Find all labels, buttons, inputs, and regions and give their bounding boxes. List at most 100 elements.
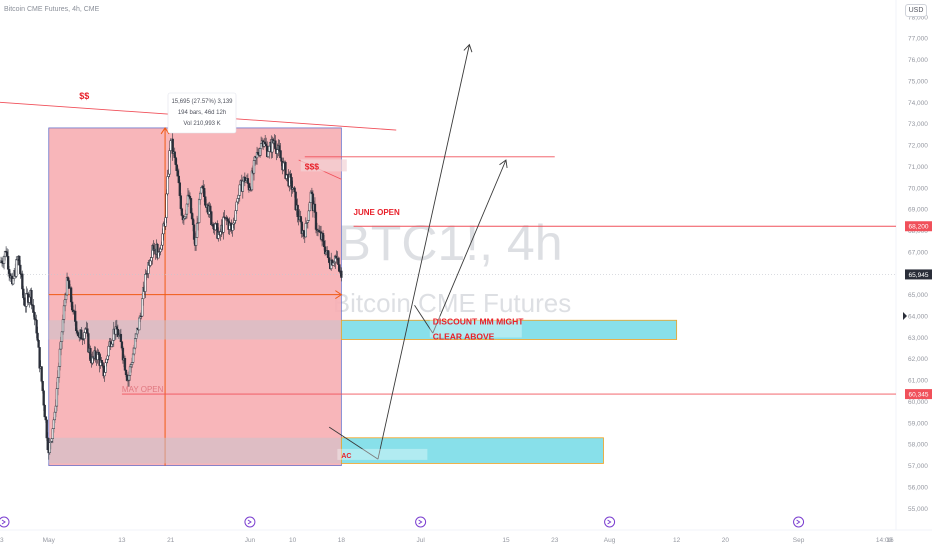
candle-body	[69, 287, 73, 303]
candle-body	[18, 255, 21, 266]
price-label: 68,200	[909, 224, 929, 231]
candle-body	[59, 341, 63, 350]
candle-body	[252, 160, 256, 174]
candle-body	[43, 404, 46, 418]
candle-body	[138, 317, 141, 331]
candle-body	[25, 293, 28, 307]
candle-body	[231, 223, 234, 231]
price-label: 65,945	[909, 272, 929, 279]
x-tick-label: 21	[167, 537, 175, 544]
y-tick-label: 72,000	[908, 143, 928, 150]
y-tick-label: 69,000	[908, 207, 928, 214]
candle-body	[123, 357, 127, 371]
candle-body	[51, 428, 54, 439]
measure-arrowhead	[335, 290, 343, 300]
candle-body	[210, 211, 213, 225]
candle-body	[314, 212, 318, 230]
currency-button[interactable]: USD	[905, 4, 927, 17]
candle-body	[195, 222, 199, 238]
candle-body	[40, 366, 43, 382]
candle-body	[127, 375, 131, 381]
y-tick-label: 65,000	[908, 292, 928, 299]
candle-body	[180, 208, 184, 216]
event-icon-glyph	[247, 519, 252, 525]
candle-body	[282, 162, 285, 171]
level-label: JUNE OPEN	[354, 208, 400, 217]
candle-body	[188, 196, 192, 199]
event-markers	[0, 516, 805, 528]
measure-tooltip-line: 15,695 (27.57%) 3,139	[171, 99, 233, 105]
candle-body	[219, 231, 222, 236]
projection-line	[377, 44, 470, 460]
candle-body	[52, 419, 55, 429]
candle-body	[83, 332, 86, 339]
annotation-text: $$$	[305, 161, 319, 171]
candle-body	[62, 305, 66, 320]
y-tick-label: 64,000	[908, 313, 928, 320]
candle-body	[61, 319, 65, 333]
fvg-box	[340, 319, 678, 340]
candle-body	[74, 310, 77, 322]
candle-body	[75, 321, 78, 331]
candle-body	[76, 330, 79, 333]
y-tick-label: 78,000	[908, 14, 928, 21]
candle-body	[2, 256, 6, 264]
event-icon	[0, 516, 10, 528]
overlap-band	[48, 437, 342, 464]
candle-body	[55, 388, 59, 407]
candle-body	[77, 332, 80, 336]
candle-body	[80, 329, 83, 339]
x-tick-label: 15	[502, 537, 510, 544]
candle-body	[159, 248, 162, 252]
candle-body	[174, 157, 177, 166]
candle-body	[70, 301, 74, 311]
watermark: BTC1!, 4h Bitcoin CME Futures	[333, 215, 571, 318]
candle-body	[209, 205, 212, 212]
candle-body	[259, 143, 263, 149]
candle-body	[264, 141, 267, 145]
candle-body	[226, 218, 229, 222]
x-tick-label: 14:00	[876, 537, 893, 544]
candle-body	[45, 419, 48, 439]
chart-title: Bitcoin CME Futures, 4h, CME	[4, 6, 100, 13]
y-tick-label: 68,000	[908, 228, 928, 235]
scroll-indicator	[903, 311, 907, 320]
candle-body	[229, 222, 232, 226]
candle-body	[167, 173, 170, 177]
candle-body	[306, 220, 309, 223]
candle-body	[12, 278, 15, 285]
candle-body	[41, 381, 44, 392]
fvg-box	[340, 437, 604, 464]
x-tick-label: 10	[289, 537, 297, 544]
candle-body	[189, 198, 193, 214]
measure-tooltip	[167, 92, 237, 134]
candle-body	[37, 340, 40, 348]
candle-body	[337, 258, 340, 265]
event-icon-glyph	[796, 519, 801, 525]
y-tick-label: 73,000	[908, 121, 928, 128]
candle-body	[164, 217, 167, 227]
candle-body	[130, 362, 134, 365]
candle-body	[190, 212, 194, 220]
drawings-layer	[328, 43, 508, 460]
candle-body	[200, 187, 203, 194]
candle-body	[250, 170, 254, 191]
candle-body	[124, 369, 128, 375]
y-tick-label: 62,000	[908, 356, 928, 363]
candle-body	[194, 237, 198, 246]
y-tick-label: 70,000	[908, 185, 928, 192]
y-tick-label: 58,000	[908, 442, 928, 449]
candle-body	[0, 260, 4, 264]
candle-body	[150, 257, 153, 262]
candle-body	[28, 296, 31, 303]
candle-body	[212, 223, 215, 227]
y-tick-label: 60,000	[908, 399, 928, 406]
candle-body	[327, 250, 330, 258]
price-axis[interactable]: 55,000 56,000 57,000 58,000 59,000 60,000 61,0…	[903, 14, 932, 513]
candle-body	[171, 138, 174, 154]
x-tick-label: Sep	[793, 537, 805, 544]
projection-line	[414, 305, 434, 334]
candle-body	[32, 305, 35, 313]
